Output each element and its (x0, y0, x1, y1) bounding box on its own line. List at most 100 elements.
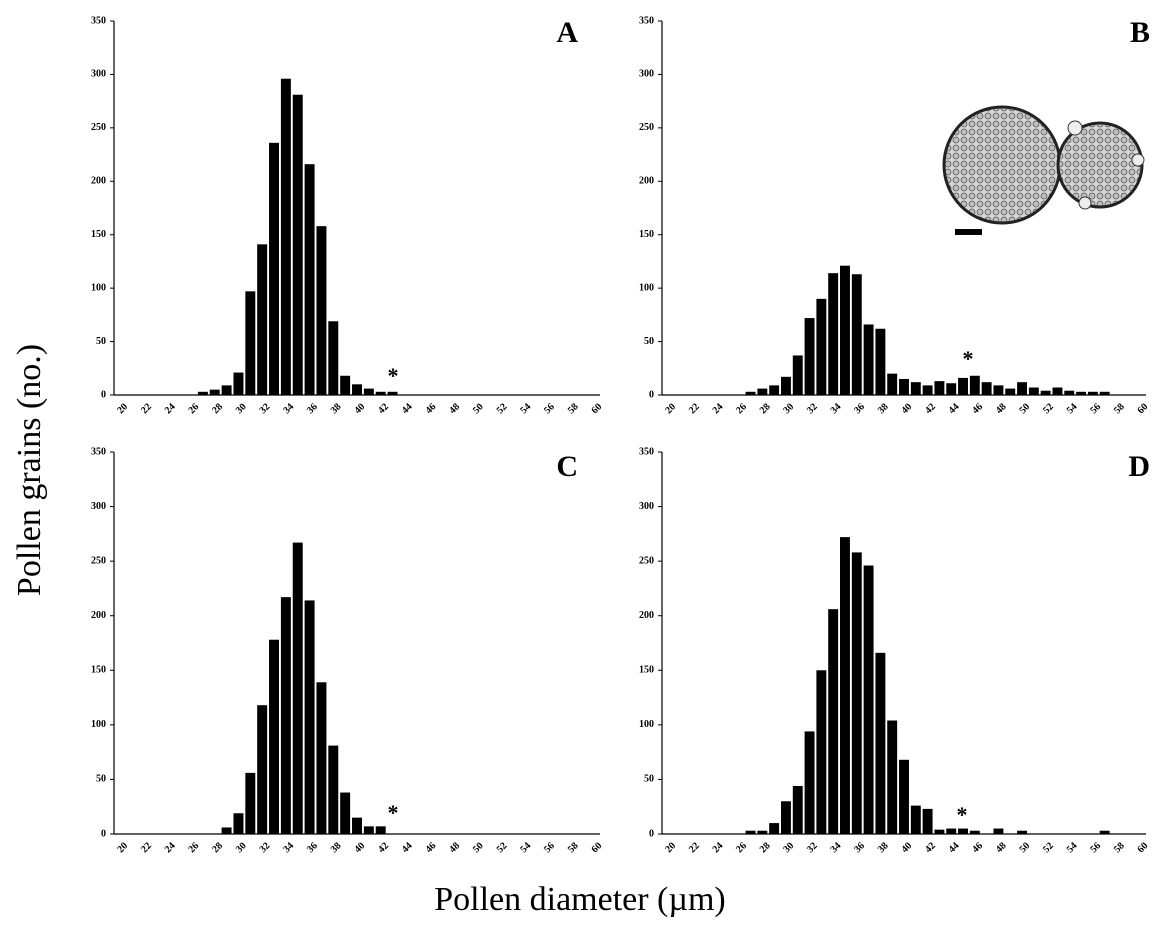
x-tick-label: 40 (352, 401, 367, 416)
x-tick-label: 30 (781, 401, 796, 416)
x-tick-label: 32 (258, 840, 273, 855)
x-tick-label: 24 (163, 401, 178, 416)
x-tick-label: 22 (139, 401, 154, 416)
bar (993, 385, 1004, 395)
x-tick-label: 34 (829, 840, 844, 855)
bar (257, 705, 268, 834)
x-tick-label: 28 (758, 401, 773, 416)
y-tick-label: 300 (91, 69, 106, 80)
bar (934, 381, 945, 395)
bar (209, 389, 220, 395)
bar (292, 542, 303, 834)
x-tick-label: 50 (471, 840, 486, 855)
bar (363, 388, 374, 395)
bar (1076, 391, 1087, 395)
bar (1087, 391, 1098, 395)
y-tick-label: 0 (101, 389, 106, 400)
bar (851, 552, 862, 834)
bar (221, 385, 232, 395)
bar (1052, 387, 1063, 395)
x-tick-label: 60 (590, 840, 605, 855)
x-tick-label: 22 (687, 401, 702, 416)
x-tick-label: 24 (711, 401, 726, 416)
x-tick-label: 46 (424, 401, 439, 416)
x-tick-label: 52 (495, 840, 510, 855)
y-tick-label: 250 (639, 122, 654, 133)
bar (910, 805, 921, 834)
x-tick-label: 26 (186, 401, 201, 416)
x-tick-label: 42 (923, 401, 938, 416)
y-tick-label: 300 (639, 69, 654, 80)
bar (269, 639, 280, 834)
bar (316, 682, 327, 834)
x-tick-label: 48 (994, 840, 1009, 855)
x-tick-label: 36 (305, 840, 320, 855)
x-tick-label: 32 (805, 401, 820, 416)
x-tick-label: 24 (163, 840, 178, 855)
y-tick-label: 200 (639, 176, 654, 187)
panel-label: A (556, 16, 578, 49)
x-tick-label: 26 (734, 401, 749, 416)
y-tick-label: 100 (639, 719, 654, 730)
y-tick-label: 250 (91, 122, 106, 133)
x-tick-label: 42 (923, 840, 938, 855)
bar (1028, 387, 1039, 395)
x-tick-label: 60 (590, 401, 605, 416)
bar (934, 829, 945, 834)
bar (352, 384, 362, 395)
panel-label: C (556, 450, 578, 483)
bar (352, 817, 362, 834)
bar (863, 324, 874, 395)
bar (816, 670, 827, 834)
y-tick-label: 0 (649, 389, 654, 400)
bar (280, 78, 291, 396)
x-tick-label: 38 (329, 401, 344, 416)
bar (245, 291, 256, 395)
bar (958, 828, 968, 834)
bar (340, 792, 351, 834)
bar (875, 652, 886, 834)
y-tick-label: 250 (91, 555, 106, 566)
x-tick-label: 44 (947, 401, 962, 416)
bar (840, 265, 850, 395)
bar (1099, 830, 1110, 834)
y-tick-label: 250 (639, 555, 654, 566)
x-tick-label: 54 (518, 840, 533, 855)
x-tick-label: 36 (852, 840, 867, 855)
bar (375, 391, 386, 395)
x-tick-label: 56 (1088, 840, 1103, 855)
bar (792, 355, 803, 395)
x-tick-label: 50 (471, 401, 486, 416)
x-tick-label: 44 (400, 840, 415, 855)
y-tick-label: 350 (639, 446, 654, 457)
bar (221, 827, 232, 834)
bar (363, 826, 374, 834)
x-tick-label: 54 (518, 401, 533, 416)
bar (375, 826, 386, 834)
x-tick-label: 34 (829, 401, 844, 416)
bar (946, 383, 957, 395)
bar (769, 823, 780, 834)
x-tick-label: 52 (495, 401, 510, 416)
x-tick-label: 24 (711, 840, 726, 855)
bar (340, 375, 351, 395)
y-tick-label: 0 (101, 828, 106, 839)
panel-label: D (1128, 450, 1150, 483)
bar (745, 830, 756, 834)
bar (328, 321, 339, 395)
x-tick-label: 42 (376, 401, 391, 416)
x-tick-label: 52 (1041, 840, 1056, 855)
bar (269, 142, 280, 395)
annotation: * (388, 800, 399, 825)
bar (328, 745, 339, 834)
bar (804, 318, 815, 395)
x-tick-label: 40 (899, 401, 914, 416)
x-tick-label: 60 (1136, 840, 1151, 855)
x-tick-label: 58 (566, 401, 581, 416)
bar (304, 600, 315, 834)
x-axis-title: Pollen diameter (µm) (434, 881, 726, 918)
x-tick-label: 46 (970, 401, 985, 416)
bar (851, 274, 862, 395)
bar (1040, 390, 1051, 395)
x-tick-label: 28 (758, 840, 773, 855)
